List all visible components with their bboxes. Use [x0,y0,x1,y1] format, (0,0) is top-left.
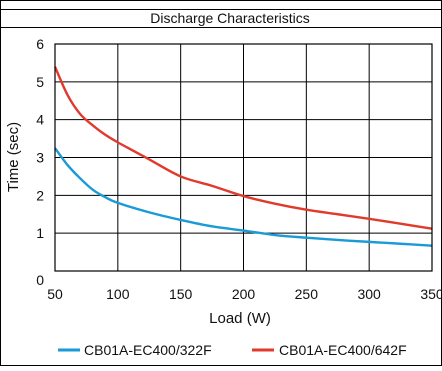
x-tick-label: 350 [420,286,442,302]
y-axis-label: Time (sec) [5,122,22,192]
legend-label-series-1: CB01A-EC400/322F [84,342,212,358]
series-line-1 [54,147,433,247]
x-tick-label: 200 [232,286,256,302]
y-tick-label: 3 [36,150,44,166]
y-tick-label: 2 [36,187,44,203]
y-tick-label: 1 [36,225,44,241]
y-tick-label: 5 [36,74,44,90]
grid-group [55,44,432,271]
tick-label-group: 50 100 150 200 250 300 350 0 1 2 3 4 5 6 [36,36,442,302]
x-axis-label: Load (W) [209,310,271,327]
series-line-2 [53,66,433,230]
y-tick-label: 4 [36,112,44,128]
plot-border [54,43,433,272]
legend: CB01A-EC400/322F CB01A-EC400/642F [58,342,407,358]
y-tick-label: 0 [36,272,44,288]
y-tick-label: 6 [36,36,44,52]
x-tick-label: 300 [357,286,381,302]
x-tick-label: 150 [169,286,193,302]
series-group [53,66,433,247]
legend-label-series-2: CB01A-EC400/642F [279,342,407,358]
chart-title: Discharge Characteristics [150,10,310,26]
x-tick-label: 100 [106,286,130,302]
x-tick-label: 250 [295,286,319,302]
x-tick-label: 50 [47,286,63,302]
